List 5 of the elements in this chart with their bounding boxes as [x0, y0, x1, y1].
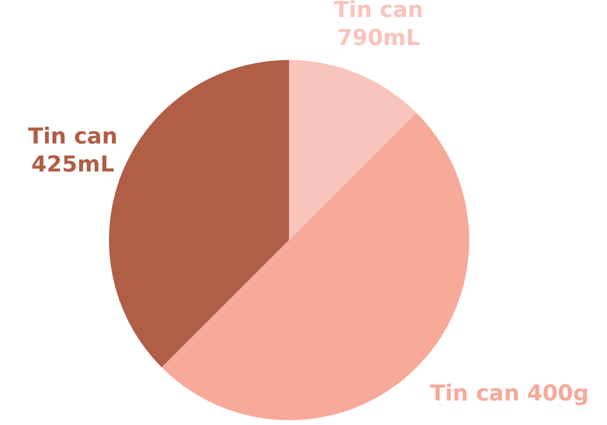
slice-label: Tin can 400g: [430, 380, 589, 406]
slice-label: Tin can 790mL: [334, 0, 424, 50]
slice-label: Tin can 425mL: [28, 124, 118, 177]
pie-slice: [289, 60, 416, 240]
pie-slice: [162, 112, 470, 420]
